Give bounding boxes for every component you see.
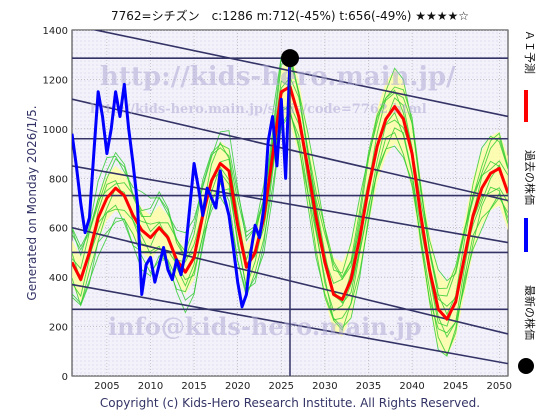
x-tick-label: 2010: [138, 381, 163, 392]
y-tick-label: 1400: [43, 26, 68, 37]
y-tick-label: 400: [49, 273, 68, 284]
legend-label-ai: ＡＩ予測: [523, 30, 537, 74]
x-tick-label: 2020: [225, 381, 250, 392]
x-tick-label: 2035: [356, 381, 381, 392]
x-tick-label: 2040: [399, 381, 424, 392]
legend: ＡＩ予測 過去の株価 最新の株価: [518, 30, 537, 374]
x-tick-label: 2045: [443, 381, 468, 392]
past-price-line: [72, 58, 292, 309]
y-tick-label: 600: [49, 224, 68, 235]
watermark-url: http://kids-hero.main.jp/: [100, 62, 456, 92]
copyright-footer: Copyright (c) Kids-Hero Research Institu…: [100, 396, 480, 410]
x-tick-label: 2030: [312, 381, 337, 392]
y-tick-label: 1000: [43, 125, 68, 136]
latest-price-dot: [281, 49, 299, 68]
x-tick-label: 2025: [269, 381, 294, 392]
y-tick-label: 1200: [43, 75, 68, 86]
x-tick-label: 2050: [487, 381, 512, 392]
y-tick-label: 0: [62, 372, 68, 383]
x-tick-label: 2005: [94, 381, 119, 392]
legend-label-past: 過去の株価: [523, 150, 537, 205]
latest-marker: [281, 49, 299, 376]
y-tick-label: 800: [49, 174, 68, 185]
plot-layer: http://kids-hero.main.jp/ http://kids-he…: [72, 30, 508, 376]
chart-title: 7762=シチズン c:1286 m:712(-45%) t:656(-49%)…: [111, 8, 469, 23]
y-tick-label: 200: [49, 323, 68, 334]
legend-swatch-latest: [518, 358, 534, 374]
watermark-url-small: http://kids-hero.main.jp/sysis/code=7762…: [90, 102, 427, 117]
x-tick-label: 2015: [181, 381, 206, 392]
watermark-email: info@kids-hero.main.jp: [108, 312, 422, 341]
band-fill: [72, 49, 508, 357]
generated-date-label: Generated on Monday 2026/1/5.: [25, 105, 39, 300]
axes: 2005 2010 2015 2020 2025 2030 2035 2040 2045 2050…: [43, 26, 512, 392]
legend-label-latest: 最新の株価: [523, 285, 537, 340]
